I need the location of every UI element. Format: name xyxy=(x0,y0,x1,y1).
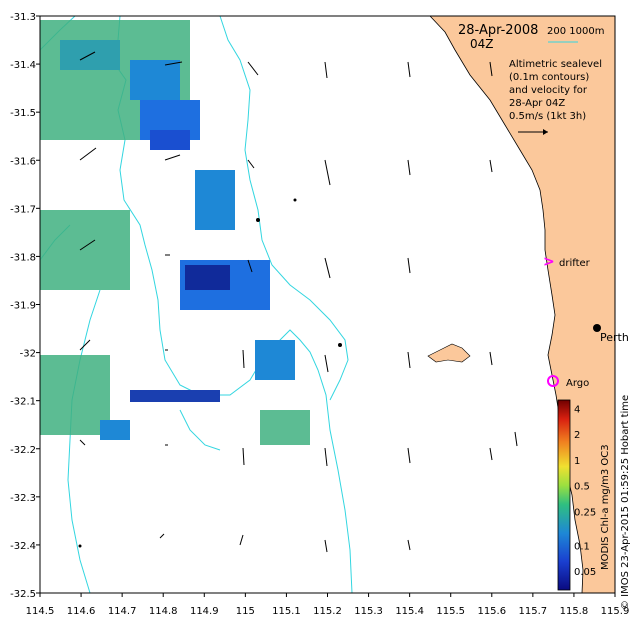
colorbar-tick-label: 1 xyxy=(574,456,580,467)
x-tick-label: 115.2 xyxy=(313,606,342,617)
colorbar-tick-label: 0.1 xyxy=(574,541,590,552)
x-tick-label: 114.5 xyxy=(26,606,55,617)
map-time: 04Z xyxy=(470,37,494,51)
map-date: 28-Apr-2008 xyxy=(458,23,538,38)
legend-line-2: (0.1m contours) xyxy=(509,72,589,83)
y-tick-label: -32.2 xyxy=(10,445,36,456)
y-tick-label: -31.6 xyxy=(10,156,36,167)
x-tick-label: 115.7 xyxy=(519,606,548,617)
colorbar-tick-label: 2 xyxy=(574,430,580,441)
x-tick-label: 115.5 xyxy=(436,606,465,617)
y-tick-label: -32 xyxy=(20,349,36,360)
x-tick-label: 114.7 xyxy=(108,606,137,617)
velocity-reference-arrow xyxy=(518,129,548,135)
x-tick-label: 114.8 xyxy=(149,606,178,617)
perth-marker xyxy=(593,324,601,332)
colorbar-tick-label: 0.5 xyxy=(574,482,590,493)
legend-line-3: and velocity for xyxy=(509,85,588,96)
legend-line-4: 28-Apr 04Z xyxy=(509,98,565,109)
y-tick-label: -32.3 xyxy=(10,493,36,504)
drifter-marker: > xyxy=(543,254,555,270)
x-axis: 114.5 114.6 114.7 114.8 114.9 115 115.1 115.2 11… xyxy=(26,593,630,617)
colorbar xyxy=(557,399,571,591)
x-tick-label: 115.9 xyxy=(601,606,630,617)
colorbar-tick-label: 4 xyxy=(574,404,580,415)
perth-label: Perth xyxy=(600,331,629,344)
argo-label: Argo xyxy=(566,378,589,389)
velocity-arrows xyxy=(78,51,518,553)
x-tick-label: 114.9 xyxy=(190,606,219,617)
colorbar-title: MODIS Chl-a mg/m3 OC3 xyxy=(600,444,611,570)
colorbar-tick-label: 0.05 xyxy=(574,567,596,578)
depth-scale: 200 1000m xyxy=(547,26,604,37)
x-tick-label: 115.4 xyxy=(395,606,424,617)
y-axis: -31.3 -31.4 -31.5 -31.6 -31.7 -31.8 -31.9 -32 -3… xyxy=(10,12,40,600)
colorbar-ticks: 4 2 1 0.5 0.25 0.1 0.05 xyxy=(574,404,596,578)
x-tick-label: 115.8 xyxy=(560,606,589,617)
y-tick-label: -31.5 xyxy=(10,108,36,119)
y-tick-label: -31.4 xyxy=(10,60,36,71)
x-tick-label: 115.3 xyxy=(354,606,383,617)
argo-marker xyxy=(547,375,559,387)
drifter-label: drifter xyxy=(559,258,591,269)
legend-line-1: Altimetric sealevel xyxy=(509,59,602,70)
chlorophyll-patches xyxy=(40,20,310,445)
y-tick-label: -32.4 xyxy=(10,541,36,552)
x-tick-label: 115.1 xyxy=(272,606,301,617)
x-tick-label: 115 xyxy=(236,606,255,617)
y-tick-label: -32.1 xyxy=(10,397,36,408)
island xyxy=(427,343,471,363)
y-tick-label: -32.5 xyxy=(10,589,36,600)
y-tick-label: -31.3 xyxy=(10,12,36,23)
velocity-reference: 0.5m/s (1kt 3h) xyxy=(509,111,586,122)
credit-text: © IMOS 23-Apr-2015 01:59:25 Hobart time xyxy=(620,395,631,610)
x-tick-label: 115.6 xyxy=(477,606,506,617)
y-tick-label: -31.9 xyxy=(10,301,36,312)
y-tick-label: -31.8 xyxy=(10,252,36,263)
colorbar-tick-label: 0.25 xyxy=(574,507,596,518)
y-tick-label: -31.7 xyxy=(10,204,36,215)
x-tick-label: 114.6 xyxy=(67,606,96,617)
